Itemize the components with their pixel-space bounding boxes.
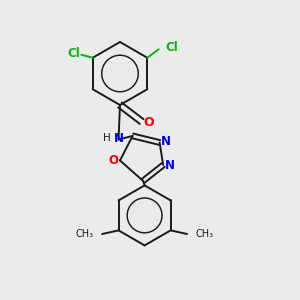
Text: CH₃: CH₃ xyxy=(76,229,94,239)
Text: Cl: Cl xyxy=(67,47,80,60)
Text: CH₃: CH₃ xyxy=(196,229,214,239)
Text: N: N xyxy=(161,135,171,148)
Text: N: N xyxy=(165,159,175,172)
Text: N: N xyxy=(114,131,124,145)
Text: O: O xyxy=(143,116,154,129)
Text: Cl: Cl xyxy=(165,41,178,54)
Text: O: O xyxy=(108,154,118,167)
Text: H: H xyxy=(103,133,111,143)
